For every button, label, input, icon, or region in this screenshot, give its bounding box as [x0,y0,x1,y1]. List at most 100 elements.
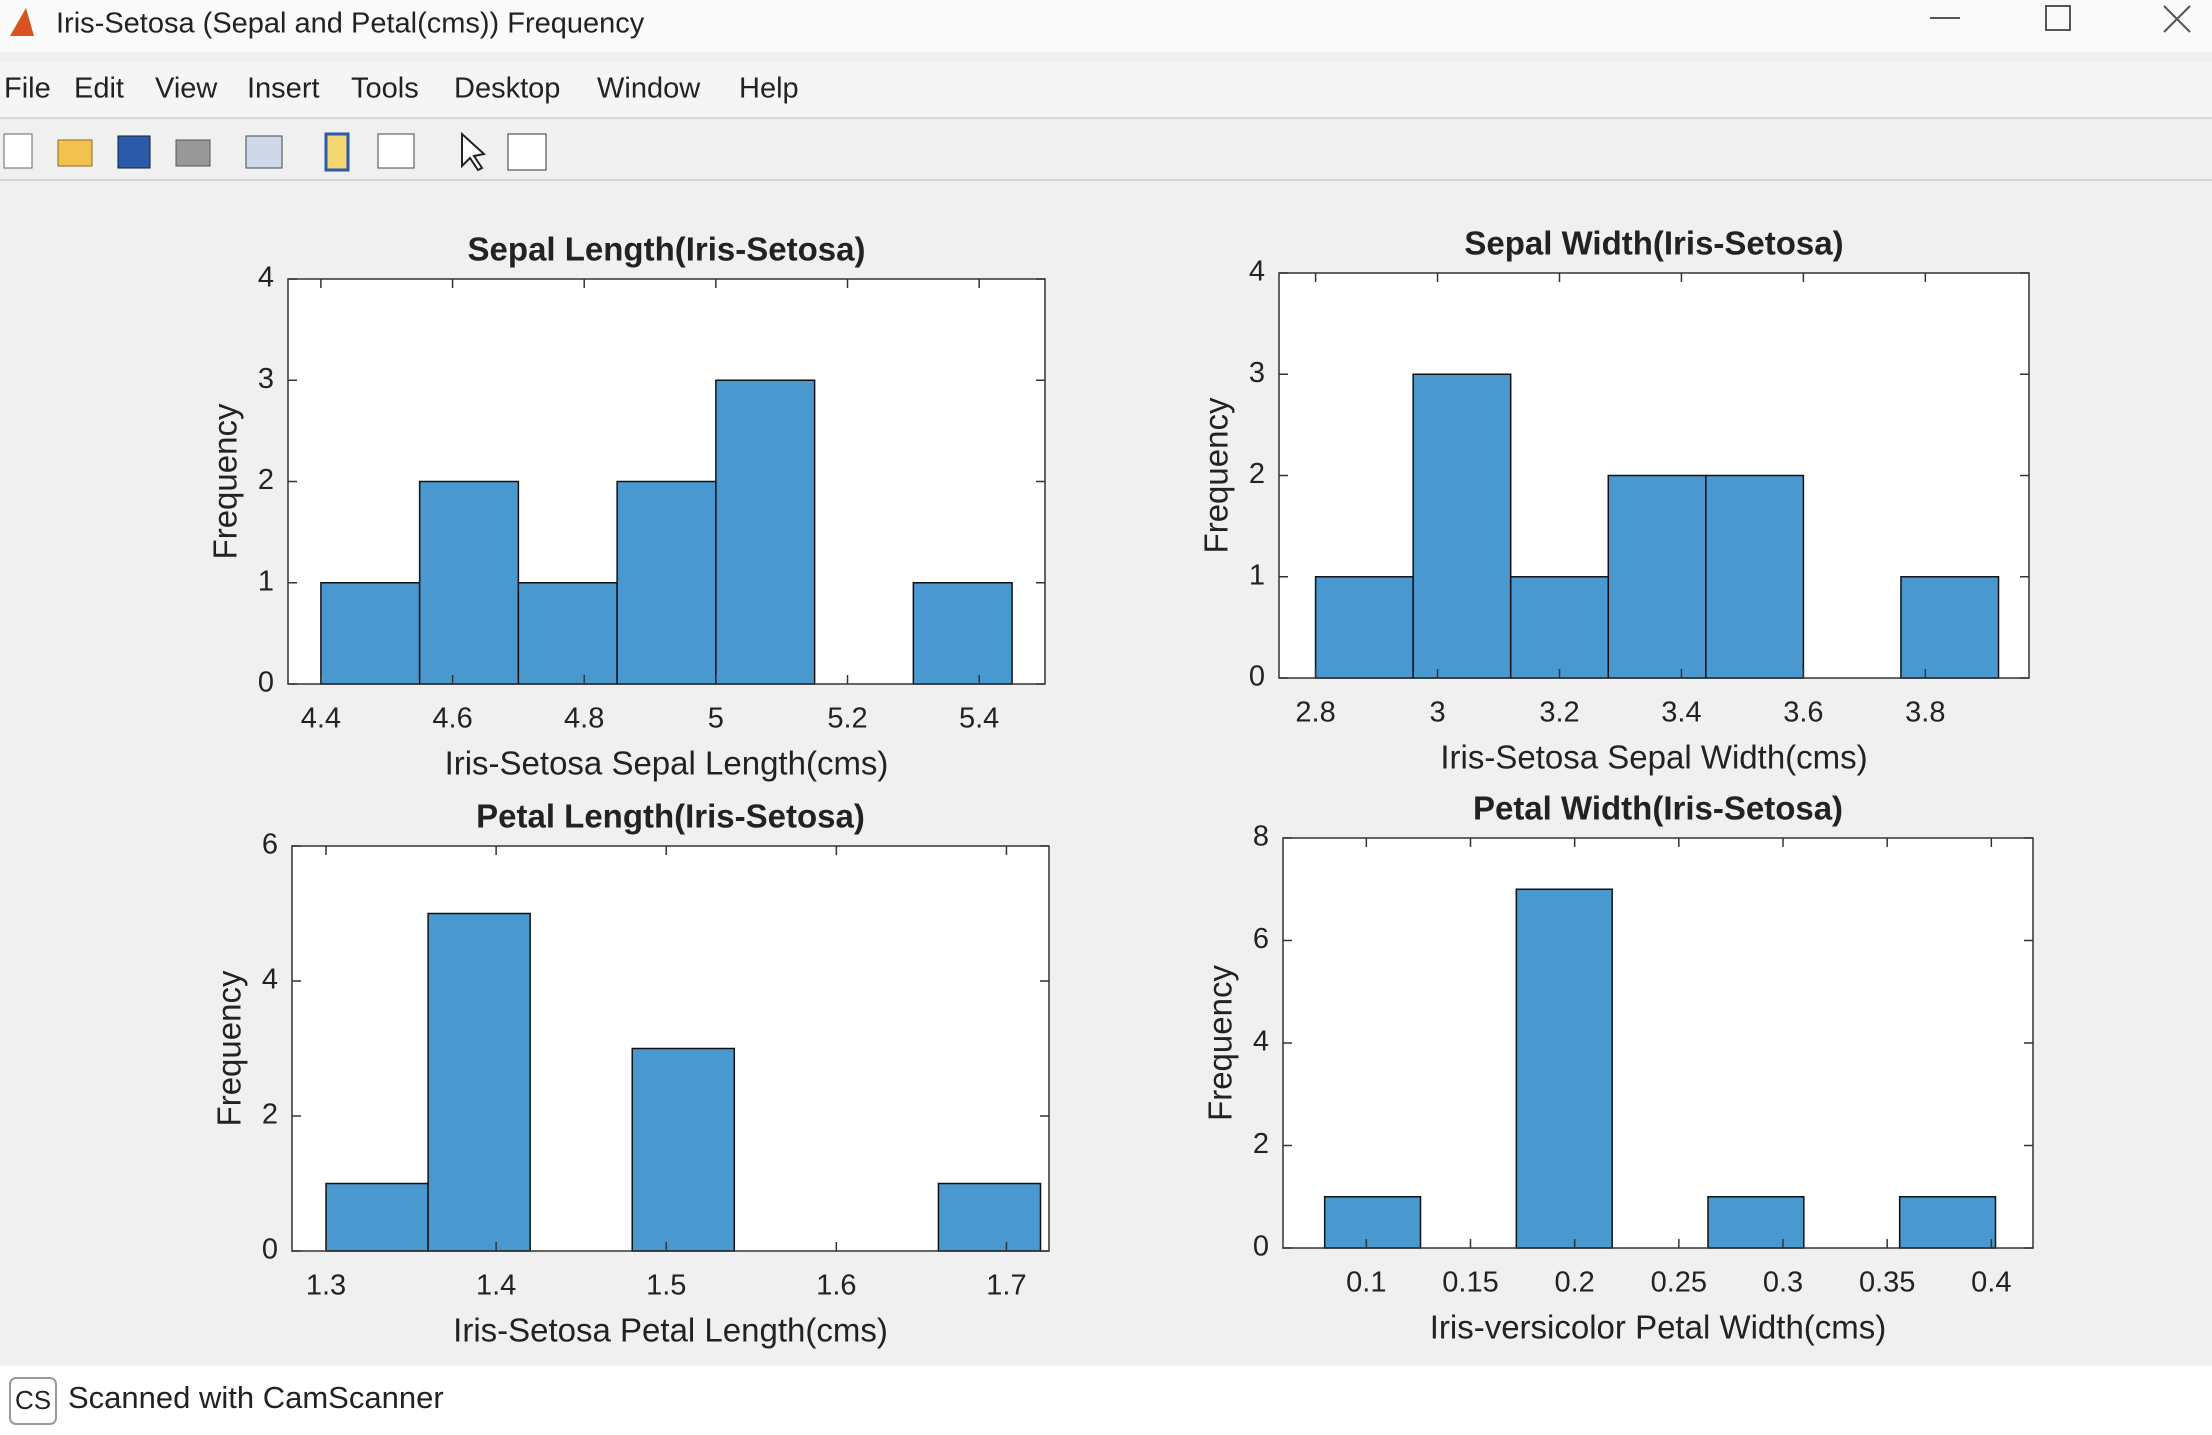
y-tick-label: 0 [258,667,274,699]
title-bar [0,0,2212,52]
bar [1607,474,1707,679]
y-tick-label: 3 [1249,357,1265,389]
y-tick-label: 4 [1253,1026,1269,1058]
x-tick-label: 0.2 [1555,1267,1595,1299]
bar [1898,1196,1997,1249]
y-tick-label: 1 [1249,559,1265,591]
y-tick-label: 2 [262,1099,278,1131]
y-tick-label: 8 [1253,821,1269,853]
print-icon[interactable] [175,139,211,167]
y-axis-label: Frequency [211,970,248,1126]
x-tick-label: 3.8 [1905,697,1945,729]
y-tick-label: 2 [1253,1128,1269,1160]
menu-item[interactable]: Tools [351,73,419,105]
y-tick-label: 1 [258,565,274,597]
x-tick-label: 0.3 [1763,1267,1803,1299]
bar [1705,474,1805,679]
chart: 0.1 0.15 0.2 0.25 0.3 0.35 0.4 0 2 4 6 8 Petal Width… [1202,790,2034,1346]
bar [912,582,1013,685]
bar [325,1182,429,1252]
menu-item[interactable]: Insert [247,73,320,105]
toolbar [3,131,547,172]
open-icon[interactable] [57,139,93,167]
x-axis-label: Iris-Setosa Sepal Width(cms) [1440,739,1867,776]
menu-bar [0,62,2212,118]
maximize-button[interactable] [2045,5,2071,31]
legend-icon[interactable] [377,133,415,169]
bar [1900,576,2000,679]
bar [418,480,520,685]
x-axis-label: Iris-versicolor Petal Width(cms) [1430,1309,1887,1346]
menu-item[interactable]: View [155,73,218,105]
axes-box [291,845,1050,1252]
x-tick-label: 1.5 [646,1270,686,1302]
watermark-strip [0,1366,2212,1435]
x-tick-label: 3.4 [1661,697,1701,729]
window-title: Iris-Setosa (Sepal and Petal(cms)) Frequ… [56,8,645,40]
property-icon[interactable] [507,133,547,171]
menu-item[interactable]: Edit [74,73,124,105]
x-tick-label: 1.3 [306,1270,346,1302]
watermark-logo-box [9,1377,57,1425]
chart-title: Sepal Width(Iris-Setosa) [1464,225,1843,262]
y-axis-label: Frequency [1198,397,1235,553]
x-tick-label: 0.1 [1346,1267,1386,1299]
y-tick-label: 0 [1253,1231,1269,1263]
x-tick-label: 0.15 [1442,1267,1498,1299]
bar [1314,576,1414,679]
plot-area [1283,838,2033,1248]
chart: 1.3 1.4 1.5 1.6 1.7 0 2 4 6 Petal Length(Iris-Set… [211,798,1050,1349]
bar [715,379,816,685]
chart: 2.8 3 3.2 3.4 3.6 3.8 0 1 2 3 4 Sepal Width(Iris-Se… [1198,225,2030,776]
bar [1323,1196,1422,1249]
bar [631,1047,736,1252]
bar [427,912,531,1252]
bar [616,480,717,685]
y-tick-label: 2 [258,464,274,496]
x-tick-label: 1.4 [476,1270,516,1302]
y-axis-label: Frequency [207,403,244,559]
menu-item[interactable]: File [4,73,51,105]
y-tick-label: 0 [1249,661,1265,693]
bar [517,582,618,685]
x-tick-label: 4.6 [432,703,472,735]
chart-title: Sepal Length(Iris-Setosa) [468,231,866,268]
chart-title: Petal Length(Iris-Setosa) [476,798,865,835]
watermark-logo: CS [15,1385,51,1415]
x-tick-label: 4.4 [301,703,341,735]
x-tick-label: 0.25 [1651,1267,1707,1299]
bar [1509,576,1610,679]
bar [1412,373,1512,679]
bar [320,582,421,685]
x-tick-label: 4.8 [564,703,604,735]
x-axis-label: Iris-Setosa Petal Length(cms) [453,1312,888,1349]
y-tick-label: 3 [258,363,274,395]
chart-title: Petal Width(Iris-Setosa) [1473,790,1843,827]
new-icon[interactable] [3,133,33,169]
close-button[interactable] [2163,5,2191,33]
x-tick-label: 1.7 [986,1270,1026,1302]
chart: 4.4 4.6 4.8 5 5.2 5.4 0 1 2 3 4 Sepal Length(Iris-S… [207,231,1046,782]
y-tick-label: 4 [1249,256,1265,288]
y-tick-label: 6 [262,829,278,861]
save-icon[interactable] [117,135,151,169]
x-tick-label: 0.4 [1971,1267,2011,1299]
y-tick-label: 4 [262,964,278,996]
colorbar-icon[interactable] [324,132,350,172]
x-tick-label: 3.2 [1539,697,1579,729]
menu-item[interactable]: Help [739,73,799,105]
pointer-icon[interactable] [461,131,487,172]
x-tick-label: 3 [1429,697,1445,729]
bar [937,1182,1042,1252]
menu-item[interactable]: Window [597,73,701,105]
watermark-text: Scanned with CamScanner [68,1380,444,1415]
menu-item[interactable]: Desktop [454,73,560,105]
y-tick-label: 4 [258,262,274,294]
x-tick-label: 5.2 [827,703,867,735]
bar [1515,888,1613,1249]
y-axis-label: Frequency [1202,965,1239,1121]
link-icon[interactable] [245,135,283,169]
x-tick-label: 5 [708,703,724,735]
x-tick-label: 5.4 [959,703,999,735]
